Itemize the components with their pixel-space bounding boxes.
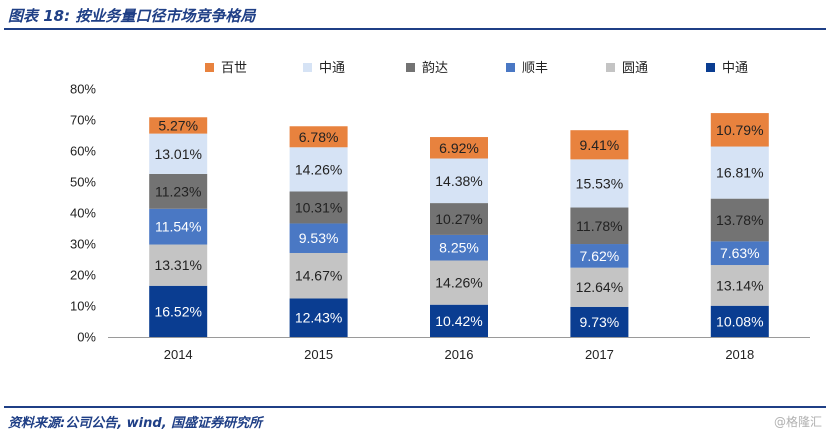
data-label: 10.27%: [435, 211, 482, 227]
bar-segment: [570, 306, 629, 337]
legend-label: 中通: [319, 60, 345, 75]
bar-segment: [149, 244, 208, 286]
bar-segment: [430, 137, 488, 159]
x-tick-label: 2018: [725, 347, 754, 362]
legend-swatch: [706, 63, 715, 72]
data-label: 6.78%: [299, 129, 339, 145]
bar-segment: [430, 234, 488, 261]
data-label: 9.41%: [580, 137, 620, 153]
bar-segment: [570, 130, 629, 160]
bar-segment: [570, 267, 629, 307]
watermark: @格隆汇: [773, 415, 822, 429]
y-tick-label: 0%: [77, 330, 96, 345]
data-label: 7.62%: [580, 248, 620, 264]
bar-segment: [289, 191, 348, 224]
bar-segment: [149, 173, 208, 209]
data-label: 10.31%: [295, 199, 342, 215]
bar-segment: [149, 133, 208, 174]
data-label: 14.67%: [295, 268, 342, 284]
bar-segment: [289, 252, 348, 299]
bar-segment: [149, 285, 208, 337]
data-label: 13.78%: [716, 212, 763, 228]
y-tick-label: 80%: [70, 82, 96, 97]
bar-segment: [710, 241, 769, 266]
bar-segment: [289, 298, 348, 337]
x-tick-label: 2015: [304, 347, 333, 362]
data-label: 11.23%: [155, 183, 201, 199]
bar-segment: [710, 305, 769, 337]
y-tick-label: 70%: [70, 113, 96, 128]
data-label: 16.81%: [716, 165, 763, 181]
header-divider: [4, 28, 826, 30]
data-label: 16.52%: [154, 303, 201, 319]
legend-label: 圆通: [622, 60, 648, 75]
data-label: 7.63%: [720, 245, 760, 261]
legend-swatch: [406, 63, 415, 72]
bar-segment: [710, 113, 769, 147]
figure-title: 图表 18: 按业务量口径市场竞争格局: [8, 7, 256, 25]
bar-segment: [570, 159, 629, 208]
legend-swatch: [606, 63, 615, 72]
bar-segment: [430, 158, 488, 204]
bar-segment: [710, 265, 769, 306]
data-label: 8.25%: [439, 240, 479, 256]
data-label: 13.31%: [154, 257, 201, 273]
bar-segment: [710, 198, 769, 242]
x-tick-label: 2016: [445, 347, 474, 362]
bar-segment: [710, 146, 769, 199]
data-label: 11.78%: [576, 218, 622, 234]
x-tick-label: 2014: [164, 347, 193, 362]
data-label: 10.08%: [716, 313, 763, 329]
bar-segment: [570, 244, 629, 268]
legend-label: 百世: [221, 60, 247, 75]
data-label: 14.26%: [295, 161, 342, 177]
bar-segment: [289, 126, 348, 148]
legend-swatch: [303, 63, 312, 72]
data-label: 12.64%: [576, 279, 623, 295]
legend-label: 中通: [722, 60, 748, 75]
data-label: 9.53%: [299, 230, 339, 246]
bar-segment: [570, 207, 629, 245]
data-label: 13.01%: [154, 146, 201, 162]
bar-segment: [149, 208, 208, 245]
bar-segment: [289, 147, 348, 192]
data-label: 5.27%: [158, 117, 198, 133]
data-label: 9.73%: [580, 314, 620, 330]
data-label: 14.26%: [435, 275, 482, 291]
y-tick-label: 60%: [70, 144, 96, 159]
bar-segment: [430, 203, 488, 235]
data-label: 6.92%: [439, 140, 479, 156]
y-tick-label: 30%: [70, 237, 96, 252]
report-header: 图表 18: 按业务量口径市场竞争格局: [0, 0, 830, 30]
bar-segment: [430, 260, 488, 305]
source-note: 资料来源:公司公告, wind, 国盛证券研究所: [8, 416, 263, 431]
footer-divider: [4, 406, 826, 408]
bar-segment: [430, 304, 488, 337]
legend-label: 顺丰: [522, 60, 548, 75]
legend-label: 韵达: [422, 60, 448, 75]
data-label: 15.53%: [576, 175, 623, 191]
bar-segment: [149, 117, 208, 134]
data-label: 14.38%: [435, 173, 482, 189]
data-label: 10.79%: [716, 122, 763, 138]
y-tick-label: 40%: [70, 206, 96, 221]
data-label: 11.54%: [155, 219, 201, 235]
legend-swatch: [205, 63, 214, 72]
y-tick-label: 10%: [70, 299, 96, 314]
y-tick-label: 20%: [70, 268, 96, 283]
data-label: 13.14%: [716, 277, 763, 293]
data-label: 12.43%: [295, 310, 342, 326]
x-tick-label: 2017: [585, 347, 614, 362]
data-label: 10.42%: [435, 313, 482, 329]
legend-swatch: [506, 63, 515, 72]
bar-segment: [289, 223, 348, 253]
y-tick-label: 50%: [70, 175, 96, 190]
